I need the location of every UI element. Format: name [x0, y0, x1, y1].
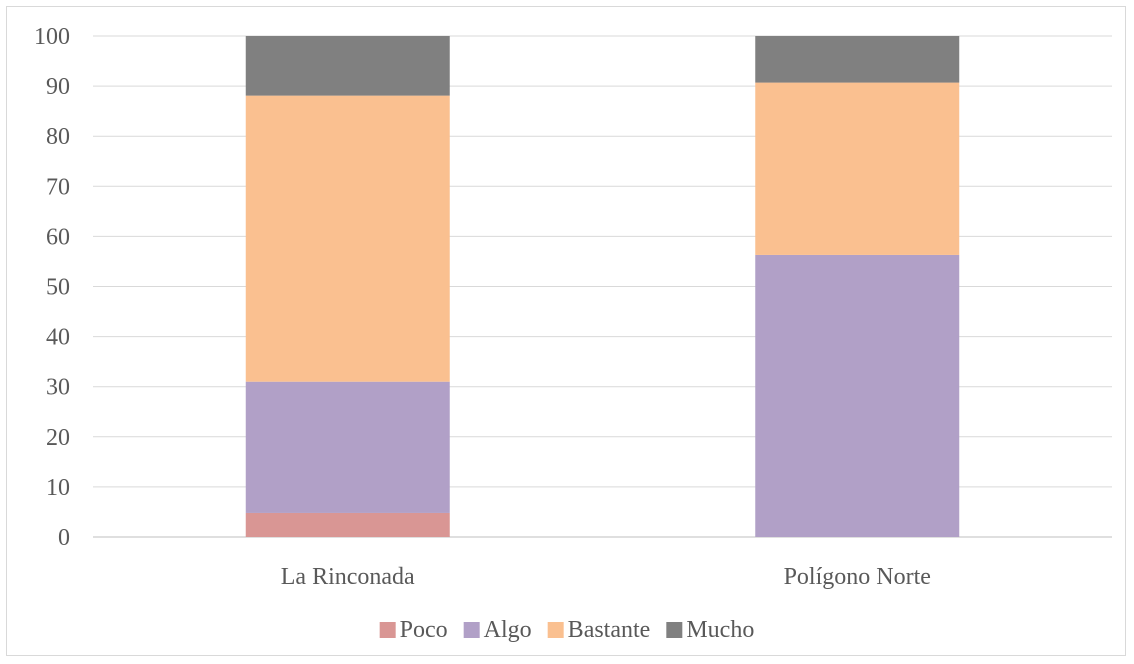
y-tick-label: 100	[34, 24, 70, 50]
y-tick-label: 80	[46, 124, 70, 150]
y-tick-label: 20	[46, 425, 70, 451]
y-axis-tick-labels: 0 10 20 30 40 50 60 70 80 90 100	[34, 24, 70, 551]
legend-label: Poco	[400, 617, 448, 643]
legend-item-poco: Poco	[379, 617, 448, 643]
x-axis-category-labels: La Rinconada Polígono Norte	[281, 564, 931, 590]
legend-item-algo: Algo	[463, 617, 532, 643]
bar-segment-mucho-2	[755, 36, 960, 83]
bar-segment-poco-1	[245, 512, 450, 537]
legend: Poco Algo Bastante Mucho	[379, 617, 754, 643]
y-tick-label: 70	[46, 174, 70, 200]
bar-segment-mucho-1	[245, 36, 450, 96]
x-category-label: La Rinconada	[281, 564, 415, 590]
y-tick-label: 10	[46, 475, 70, 501]
y-tick-label: 90	[46, 74, 70, 100]
bar-segment-algo-2	[755, 254, 960, 537]
bar-segment-bastante-2	[755, 82, 960, 255]
y-tick-label: 40	[46, 325, 70, 351]
legend-item-mucho: Mucho	[666, 617, 754, 643]
legend-label: Mucho	[686, 617, 754, 643]
y-tick-label: 60	[46, 224, 70, 250]
legend-item-bastante: Bastante	[547, 617, 651, 643]
legend-swatch	[547, 622, 564, 638]
y-tick-label: 50	[46, 275, 70, 301]
legend-swatch	[666, 622, 683, 638]
x-category-label: Polígono Norte	[784, 564, 931, 590]
legend-label: Algo	[484, 617, 532, 643]
legend-swatch	[379, 622, 396, 638]
legend-swatch	[463, 622, 480, 638]
legend-label: Bastante	[568, 617, 651, 643]
bar-segment-bastante-1	[245, 95, 450, 382]
y-tick-label: 0	[58, 525, 70, 551]
y-tick-label: 30	[46, 375, 70, 401]
bar-segment-algo-1	[245, 381, 450, 513]
bars	[245, 36, 960, 537]
